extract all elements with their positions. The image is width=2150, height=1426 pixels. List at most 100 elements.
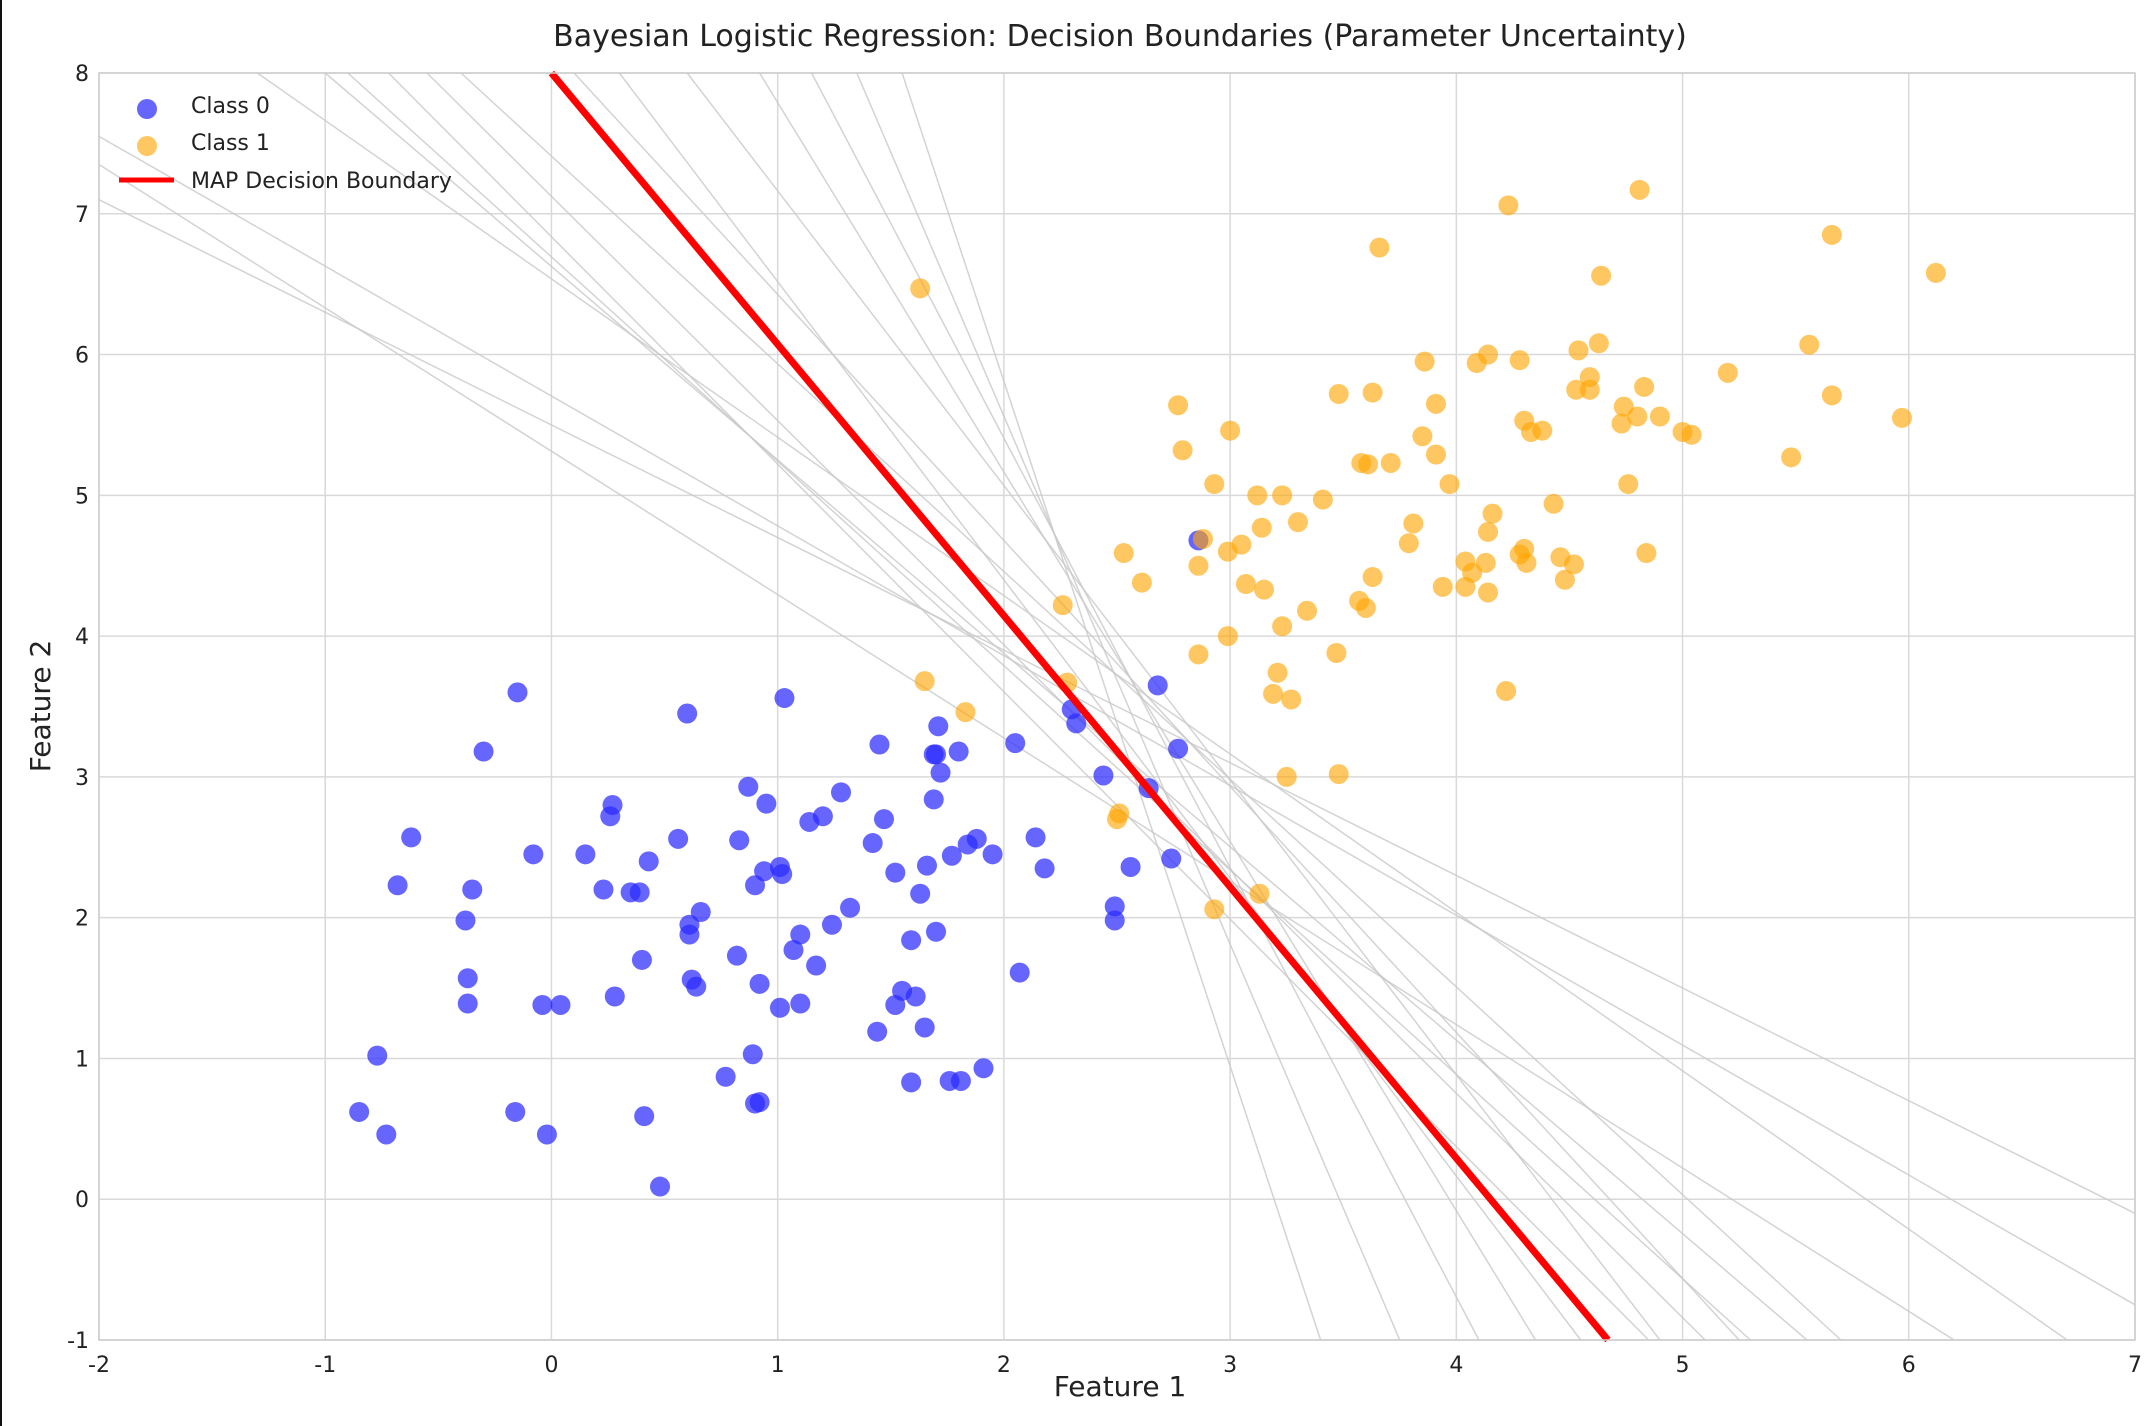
class-0-point: [1066, 713, 1087, 734]
sample-decision-boundary: [347, 72, 1751, 1341]
class-0-point: [726, 945, 747, 966]
x-tick-label: 2: [997, 1353, 1011, 1378]
class-0-point: [783, 940, 804, 961]
class-1-point: [1247, 485, 1268, 506]
class-1-point: [1432, 576, 1453, 597]
class-0-point: [738, 776, 759, 797]
class-1-point: [1563, 554, 1584, 575]
class-1-point: [1414, 351, 1435, 372]
class-0-point: [873, 809, 894, 830]
y-tick-label: 4: [75, 625, 89, 650]
class-1-point: [1192, 528, 1213, 549]
class-0-point: [749, 1092, 770, 1113]
plot-area-border: [98, 72, 2136, 1341]
class-1-point: [1543, 493, 1564, 514]
y-tick-label: 8: [75, 62, 89, 87]
class-0-point: [1005, 733, 1026, 754]
class-0-point: [769, 997, 790, 1018]
x-tick-label: 7: [2128, 1353, 2142, 1378]
class-1-point: [1249, 883, 1270, 904]
class-0-point: [1161, 848, 1182, 869]
class-0-point: [790, 924, 811, 945]
x-tick-label: 1: [771, 1353, 785, 1378]
x-tick-label: 0: [544, 1353, 558, 1378]
class-0-point: [668, 828, 689, 849]
class-1-point: [1355, 597, 1376, 618]
class-0-point: [729, 830, 750, 851]
class-1-point: [1425, 444, 1446, 465]
class-1-point: [1636, 543, 1657, 564]
class-1-point: [1568, 340, 1589, 361]
y-tick-label: 1: [75, 1047, 89, 1072]
class-0-point: [910, 883, 931, 904]
class-1-point: [1554, 569, 1575, 590]
legend-marker-class-1: [137, 136, 157, 156]
sample-decision-boundary: [686, 72, 1661, 1341]
x-tick-label: -1: [314, 1353, 336, 1378]
x-tick-label: 5: [1676, 1353, 1690, 1378]
class-1-point: [1312, 489, 1333, 510]
x-axis-label: Feature 1: [1054, 1370, 1187, 1403]
class-1-point: [1204, 899, 1225, 920]
class-0-point: [679, 924, 700, 945]
class-1-point: [1231, 534, 1252, 555]
class-0-point: [507, 682, 528, 703]
class-0-point: [742, 1044, 763, 1065]
legend-label-map: MAP Decision Boundary: [191, 169, 452, 194]
class-1-point: [1478, 582, 1499, 603]
class-0-point: [916, 855, 937, 876]
x-tick-label: 4: [1449, 1353, 1463, 1378]
data-points: [349, 179, 1946, 1197]
class-1-point: [1220, 420, 1241, 441]
class-0-point: [1034, 858, 1055, 879]
class-1-point: [1821, 385, 1842, 406]
class-0-point: [950, 1070, 971, 1091]
class-0-point: [1025, 827, 1046, 848]
class-0-point: [650, 1176, 671, 1197]
class-1-point: [1362, 566, 1383, 587]
class-1-point: [1439, 474, 1460, 495]
class-0-point: [948, 741, 969, 762]
class-1-point: [1496, 681, 1517, 702]
class-0-point: [973, 1058, 994, 1079]
class-1-point: [1579, 379, 1600, 400]
class-0-point: [600, 806, 621, 827]
class-0-point: [1104, 910, 1125, 931]
class-0-point: [634, 1106, 655, 1127]
class-0-point: [367, 1045, 388, 1066]
class-0-point: [749, 973, 770, 994]
class-1-point: [1509, 350, 1530, 371]
y-tick-label: -1: [67, 1329, 89, 1354]
class-0-point: [774, 688, 795, 709]
class-1-point: [1618, 474, 1639, 495]
class-0-point: [1147, 675, 1168, 696]
class-1-point: [1172, 440, 1193, 461]
class-0-point: [457, 968, 478, 989]
class-1-point: [1235, 574, 1256, 595]
class-1-point: [1611, 413, 1632, 434]
class-1-point: [1297, 600, 1318, 621]
class-0-point: [550, 994, 571, 1015]
class-1-point: [1498, 195, 1519, 216]
class-0-point: [905, 986, 926, 1007]
class-0-point: [505, 1101, 526, 1122]
class-1-point: [1131, 572, 1152, 593]
class-0-point: [387, 875, 408, 896]
class-1-point: [1717, 362, 1738, 383]
sample-decision-boundary: [98, 199, 2136, 1214]
class-1-point: [910, 278, 931, 299]
class-1-point: [1272, 485, 1293, 506]
class-0-point: [812, 806, 833, 827]
class-1-point: [1168, 395, 1189, 416]
legend: Class 0 Class 1 MAP Decision Boundary: [119, 94, 452, 194]
class-0-point: [821, 914, 842, 935]
class-0-point: [376, 1124, 397, 1145]
class-0-point: [532, 994, 553, 1015]
class-1-point: [1821, 224, 1842, 245]
class-1-point: [955, 702, 976, 723]
sample-decision-boundary: [901, 72, 1322, 1341]
class-0-point: [790, 993, 811, 1014]
class-1-point: [1113, 543, 1134, 564]
